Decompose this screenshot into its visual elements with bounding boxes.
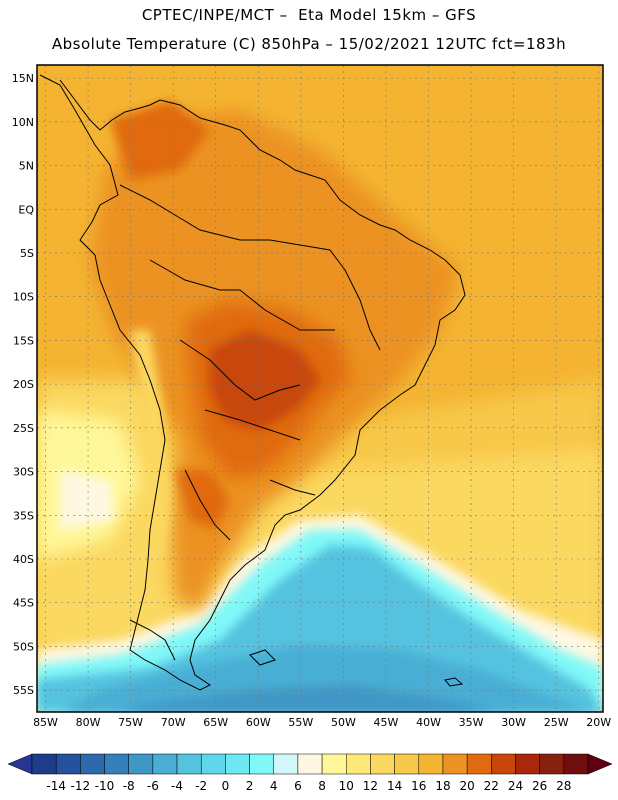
lon-label: 65W — [203, 716, 228, 729]
colorbar-label: 24 — [508, 779, 523, 793]
colorbar-label: 2 — [246, 779, 254, 793]
colorbar-label: 22 — [484, 779, 499, 793]
colorbar-label: -4 — [171, 779, 183, 793]
colorbar-swatch — [249, 753, 274, 775]
colorbar-label: 10 — [339, 779, 354, 793]
colorbar-label: 12 — [363, 779, 378, 793]
colorbar-swatch — [491, 753, 516, 775]
lon-label: 25W — [544, 716, 569, 729]
lat-label: 50S — [13, 640, 34, 653]
lat-label: 10S — [13, 291, 34, 304]
colorbar-label: 26 — [532, 779, 547, 793]
colorbar-swatch — [539, 753, 565, 775]
colorbar-swatch — [515, 753, 540, 775]
lat-label: 15S — [13, 334, 34, 347]
longitude-labels: 85W 80W 75W 70W 65W 60W 55W 50W 45W 40W 35W 30W 25W 2… — [33, 716, 611, 729]
lat-label: 55S — [13, 684, 34, 697]
colorbar-label: -14 — [46, 779, 66, 793]
lat-label: 15N — [12, 72, 34, 85]
lat-label: 20S — [13, 378, 34, 391]
colorbar-swatch — [200, 753, 226, 775]
lat-label: 45S — [13, 597, 34, 610]
colorbar-label: -10 — [95, 779, 115, 793]
temperature-field — [37, 65, 603, 712]
lon-label: 60W — [246, 716, 271, 729]
colorbar-swatch — [273, 753, 299, 775]
colorbar-label: 4 — [270, 779, 278, 793]
lon-label: 80W — [76, 716, 101, 729]
colorbar-max-arrow — [587, 753, 613, 775]
lat-label: 25S — [13, 422, 34, 435]
lat-label: EQ — [18, 203, 34, 216]
colorbar-swatch — [31, 753, 57, 775]
colorbar-label: 20 — [459, 779, 474, 793]
colorbar-label: -12 — [71, 779, 91, 793]
colorbar-labels: -14 -12 -10 -8 -6 -4 -2 0 2 4 6 8 10 12 14 16 18 20 22 24 26… — [46, 779, 571, 793]
lat-label: 10N — [12, 116, 34, 129]
colorbar-swatch — [442, 753, 468, 775]
lat-label: 30S — [13, 466, 34, 479]
lon-label: 20W — [586, 716, 611, 729]
colorbar-swatch — [176, 753, 202, 775]
colorbar-swatch — [55, 753, 81, 775]
colorbar-swatch — [346, 753, 371, 775]
colorbar-label: -6 — [147, 779, 159, 793]
colorbar-label: 16 — [411, 779, 426, 793]
colorbar-label: -8 — [123, 779, 135, 793]
colorbar-label: 14 — [387, 779, 402, 793]
colorbar-swatches — [7, 753, 613, 775]
latitude-labels: 15N 10N 5N EQ 5S 10S 15S 20S 25S 30S 35S 40S 45S 50S 5… — [12, 72, 35, 697]
colorbar-swatch — [394, 753, 420, 775]
colorbar-label: 18 — [435, 779, 450, 793]
colorbar-swatch — [128, 753, 154, 775]
lat-label: 40S — [13, 553, 34, 566]
lon-label: 75W — [118, 716, 143, 729]
colorbar-min-arrow — [7, 753, 33, 775]
colorbar: -14 -12 -10 -8 -6 -4 -2 0 2 4 6 8 10 12 14 16 18 20 22 24 26… — [7, 753, 613, 793]
map-title-line1: CPTEC/INPE/MCT – Eta Model 15km – GFS — [141, 6, 477, 24]
lat-label: 35S — [13, 509, 34, 522]
colorbar-swatch — [225, 753, 250, 775]
colorbar-swatch — [80, 753, 105, 775]
colorbar-swatch — [418, 753, 444, 775]
lon-label: 70W — [161, 716, 186, 729]
colorbar-swatch — [104, 753, 129, 775]
lon-label: 45W — [374, 716, 399, 729]
temperature-map: 15N 10N 5N EQ 5S 10S 15S 20S 25S 30S 35S 40S 45S 50S 5… — [12, 64, 611, 729]
colorbar-swatch — [370, 753, 395, 775]
colorbar-swatch — [321, 753, 347, 775]
lon-label: 30W — [501, 716, 526, 729]
lat-label: 5S — [20, 247, 34, 260]
colorbar-label: 6 — [294, 779, 302, 793]
colorbar-swatch — [466, 753, 492, 775]
map-title-line2: Absolute Temperature (C) 850hPa – 15/02/… — [51, 35, 567, 53]
colorbar-swatch — [563, 753, 589, 775]
lat-lon-grid — [37, 65, 603, 712]
colorbar-label: 8 — [318, 779, 326, 793]
lon-label: 55W — [288, 716, 313, 729]
lat-label: 5N — [19, 160, 34, 173]
map-frame — [36, 64, 604, 713]
colorbar-swatch — [152, 753, 178, 775]
lon-label: 85W — [33, 716, 58, 729]
colorbar-label: 0 — [222, 779, 230, 793]
lon-label: 50W — [331, 716, 356, 729]
colorbar-label: -2 — [195, 779, 207, 793]
colorbar-label: 28 — [556, 779, 571, 793]
colorbar-swatch — [297, 753, 323, 775]
lon-label: 40W — [416, 716, 441, 729]
lon-label: 35W — [459, 716, 484, 729]
coastlines — [39, 74, 466, 691]
